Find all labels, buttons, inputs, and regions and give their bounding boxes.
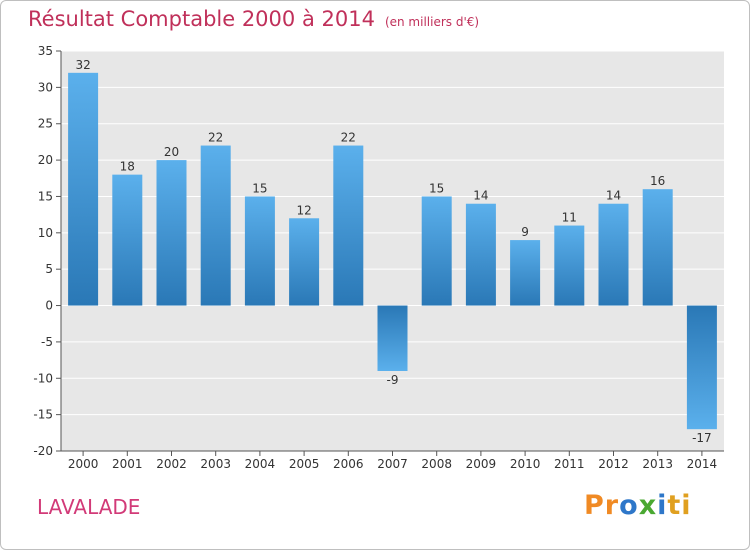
- x-tick-label-2013: 2013: [642, 457, 673, 471]
- bar-2004: [244, 196, 275, 306]
- bar-2005: [289, 218, 320, 306]
- bar-2009: [465, 203, 496, 306]
- x-tick-label-2006: 2006: [333, 457, 364, 471]
- value-label-2001: 18: [120, 160, 135, 174]
- location-name: LAVALADE: [37, 495, 141, 519]
- x-tick-label-2011: 2011: [554, 457, 585, 471]
- logo-letter: i: [657, 490, 668, 521]
- y-tick-label: 0: [45, 299, 53, 313]
- logo-letter: r: [604, 490, 620, 521]
- value-label-2012: 14: [606, 189, 621, 203]
- bar-2001: [112, 174, 143, 306]
- logo-letter: t: [667, 490, 682, 521]
- logo-letter: i: [681, 490, 692, 521]
- bar-2000: [68, 72, 99, 306]
- x-tick-label-2009: 2009: [466, 457, 497, 471]
- y-tick-label: 10: [38, 226, 53, 240]
- logo-letter: x: [638, 490, 658, 521]
- bar-2011: [554, 225, 585, 306]
- y-tick-label: 5: [45, 262, 53, 276]
- value-label-2010: 9: [521, 225, 529, 239]
- bar-2006: [333, 145, 364, 306]
- y-tick-label: 35: [38, 44, 53, 58]
- y-tick-label: 15: [38, 189, 53, 203]
- x-tick-label-2007: 2007: [377, 457, 408, 471]
- value-label-2011: 11: [562, 211, 577, 225]
- value-label-2004: 15: [252, 181, 267, 195]
- proxiti-logo: Proxiti: [584, 490, 692, 521]
- x-tick-label-2014: 2014: [687, 457, 718, 471]
- bar-2013: [642, 189, 673, 306]
- bar-2007: [377, 305, 408, 371]
- bar-2002: [156, 160, 187, 306]
- value-label-2009: 14: [473, 189, 488, 203]
- bar-2012: [598, 203, 629, 306]
- value-label-2013: 16: [650, 174, 665, 188]
- x-tick-label-2004: 2004: [245, 457, 276, 471]
- value-label-2006: 22: [341, 131, 356, 145]
- x-tick-label-2001: 2001: [112, 457, 143, 471]
- chart-title: Résultat Comptable 2000 à 2014 (en millie…: [28, 7, 479, 31]
- x-tick-label-2005: 2005: [289, 457, 320, 471]
- y-tick-label: -10: [33, 371, 53, 385]
- value-label-2007: -9: [387, 373, 399, 387]
- x-tick-label-2002: 2002: [156, 457, 187, 471]
- y-tick-label: -15: [33, 408, 53, 422]
- x-tick-label-2003: 2003: [200, 457, 231, 471]
- y-tick-label: 30: [38, 80, 53, 94]
- value-label-2003: 22: [208, 131, 223, 145]
- y-tick-label: -5: [41, 335, 53, 349]
- y-tick-label: -20: [33, 444, 53, 458]
- logo-letter: P: [584, 490, 605, 521]
- chart-title-text: Résultat Comptable 2000 à 2014: [28, 7, 375, 31]
- x-tick-label-2000: 2000: [68, 457, 99, 471]
- y-tick-label: 25: [38, 117, 53, 131]
- y-tick-label: 20: [38, 153, 53, 167]
- value-label-2002: 20: [164, 145, 179, 159]
- bar-2014: [686, 305, 717, 430]
- x-tick-label-2008: 2008: [421, 457, 452, 471]
- value-label-2005: 12: [296, 203, 311, 217]
- x-tick-label-2012: 2012: [598, 457, 629, 471]
- logo-letter: o: [619, 490, 639, 521]
- bar-2010: [510, 240, 541, 306]
- value-label-2008: 15: [429, 181, 444, 195]
- value-label-2014: -17: [692, 431, 712, 445]
- value-label-2000: 32: [75, 58, 90, 72]
- bar-2003: [200, 145, 231, 306]
- bar-2008: [421, 196, 452, 306]
- chart-subtitle: (en milliers d'€): [384, 15, 480, 29]
- x-tick-label-2010: 2010: [510, 457, 541, 471]
